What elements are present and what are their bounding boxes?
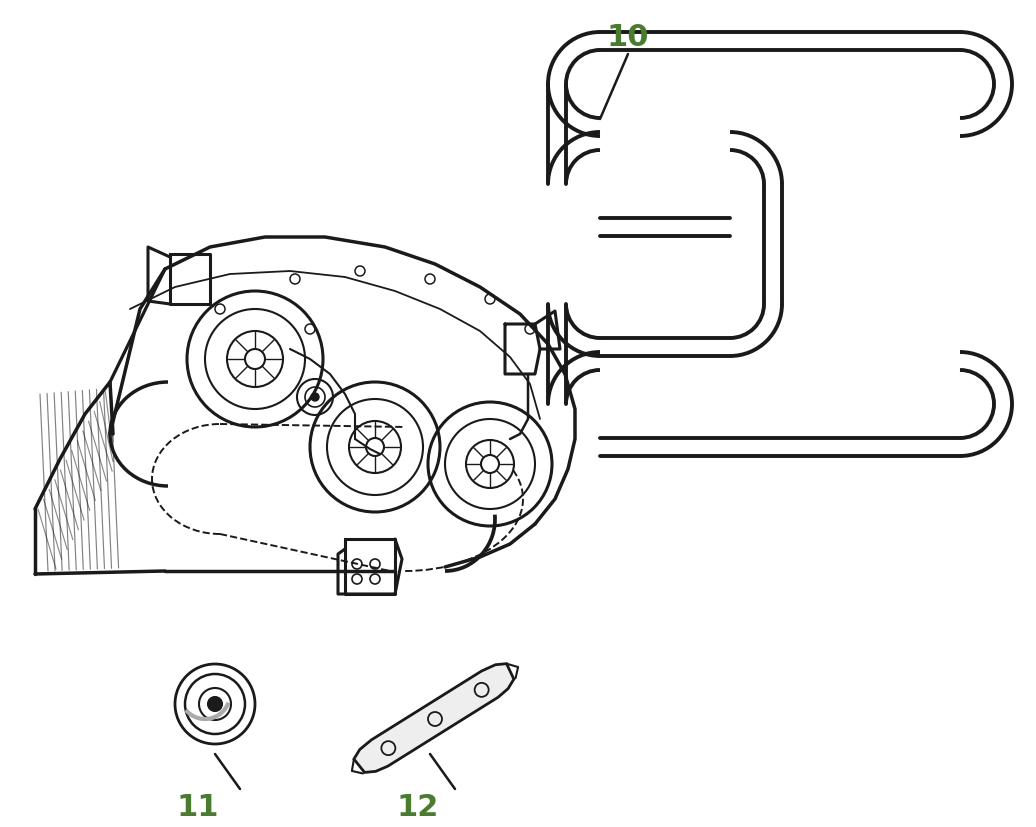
Text: 11: 11 bbox=[177, 792, 220, 821]
Circle shape bbox=[311, 394, 319, 402]
Text: 10: 10 bbox=[607, 23, 650, 52]
Text: 12: 12 bbox=[397, 792, 439, 821]
Polygon shape bbox=[354, 664, 514, 772]
Circle shape bbox=[208, 697, 222, 711]
